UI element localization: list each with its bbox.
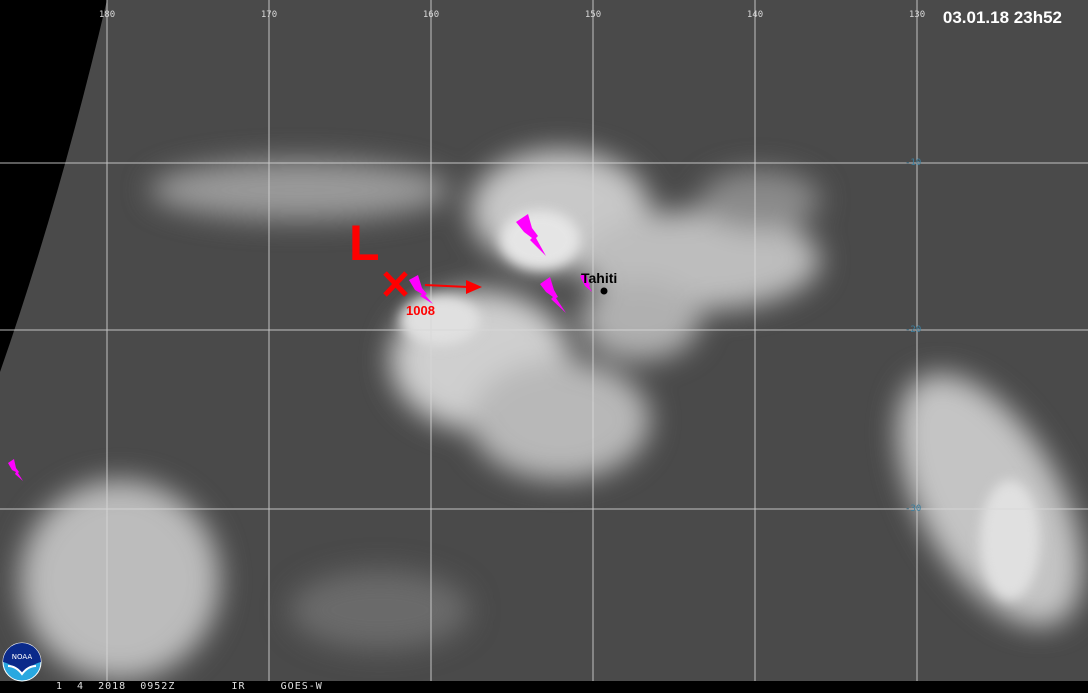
longitude-label: 160: [422, 10, 440, 20]
longitude-label: 140: [746, 10, 764, 20]
arrow-right-icon: [424, 280, 482, 294]
place-label-tahiti: Tahiti: [581, 270, 618, 286]
timestamp: 03.01.18 23h52: [942, 8, 1062, 27]
latitude-label: -30: [905, 504, 922, 514]
tahiti-marker: [600, 287, 608, 295]
longitude-label: 170: [260, 10, 278, 20]
noaa-logo: NOAA: [2, 642, 42, 682]
longitude-label: 150: [584, 10, 602, 20]
latitude-label: -20: [905, 325, 922, 335]
space-background: [0, 0, 107, 372]
longitude-label: 180: [98, 10, 116, 20]
footer-text: 1 4 2018 0952Z IR GOES-W: [56, 681, 323, 692]
lightning-bolt-icon: [8, 214, 592, 481]
pressure-value: 1008: [406, 303, 435, 318]
footer-strip: 1 4 2018 0952Z IR GOES-W: [0, 681, 1088, 693]
x-mark-icon: [383, 271, 408, 297]
svg-text:NOAA: NOAA: [12, 653, 33, 661]
latitude-label: -10: [905, 158, 922, 168]
longitude-label: 130: [908, 10, 926, 20]
low-pressure-label: L: [349, 215, 380, 271]
